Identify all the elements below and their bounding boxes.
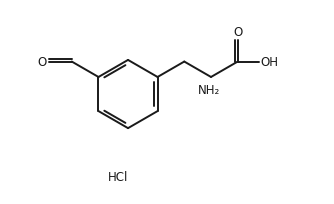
Text: NH₂: NH₂ [198,83,220,96]
Text: OH: OH [261,56,279,69]
Text: O: O [233,26,242,39]
Text: HCl: HCl [108,171,129,183]
Text: O: O [37,56,47,69]
